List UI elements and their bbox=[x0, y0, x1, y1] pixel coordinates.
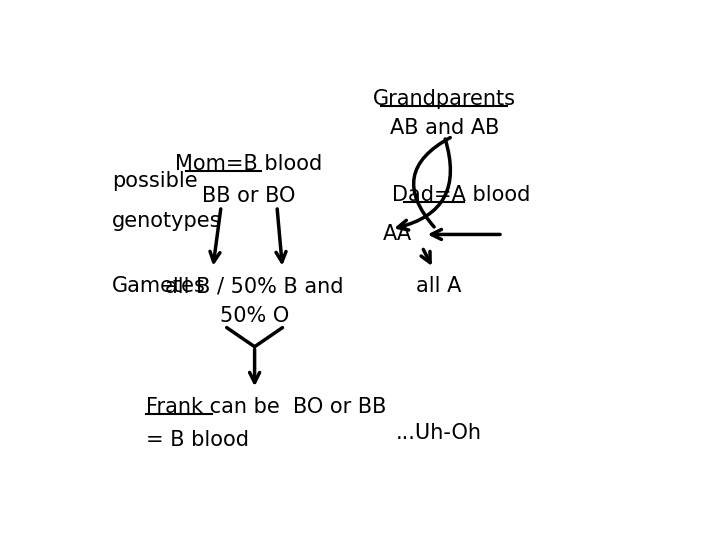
Text: all B / 50% B and: all B / 50% B and bbox=[166, 276, 344, 296]
FancyArrowPatch shape bbox=[397, 139, 451, 230]
Text: ...Uh-Oh: ...Uh-Oh bbox=[396, 423, 482, 443]
Text: genotypes: genotypes bbox=[112, 211, 222, 231]
Text: Grandparents: Grandparents bbox=[373, 89, 516, 109]
Text: all A: all A bbox=[416, 276, 462, 296]
Text: BB or BO: BB or BO bbox=[202, 186, 296, 206]
Text: Mom=B blood: Mom=B blood bbox=[176, 154, 323, 174]
Text: Frank can be  BO or BB: Frank can be BO or BB bbox=[145, 396, 386, 416]
Text: = B blood: = B blood bbox=[145, 430, 249, 450]
Text: possible: possible bbox=[112, 171, 198, 191]
Text: AA: AA bbox=[383, 225, 412, 245]
Text: AB and AB: AB and AB bbox=[390, 118, 499, 138]
Text: 50% O: 50% O bbox=[220, 306, 289, 326]
Text: Dad=A blood: Dad=A blood bbox=[392, 185, 530, 205]
FancyArrowPatch shape bbox=[413, 138, 450, 227]
Text: Gametes: Gametes bbox=[112, 276, 206, 296]
